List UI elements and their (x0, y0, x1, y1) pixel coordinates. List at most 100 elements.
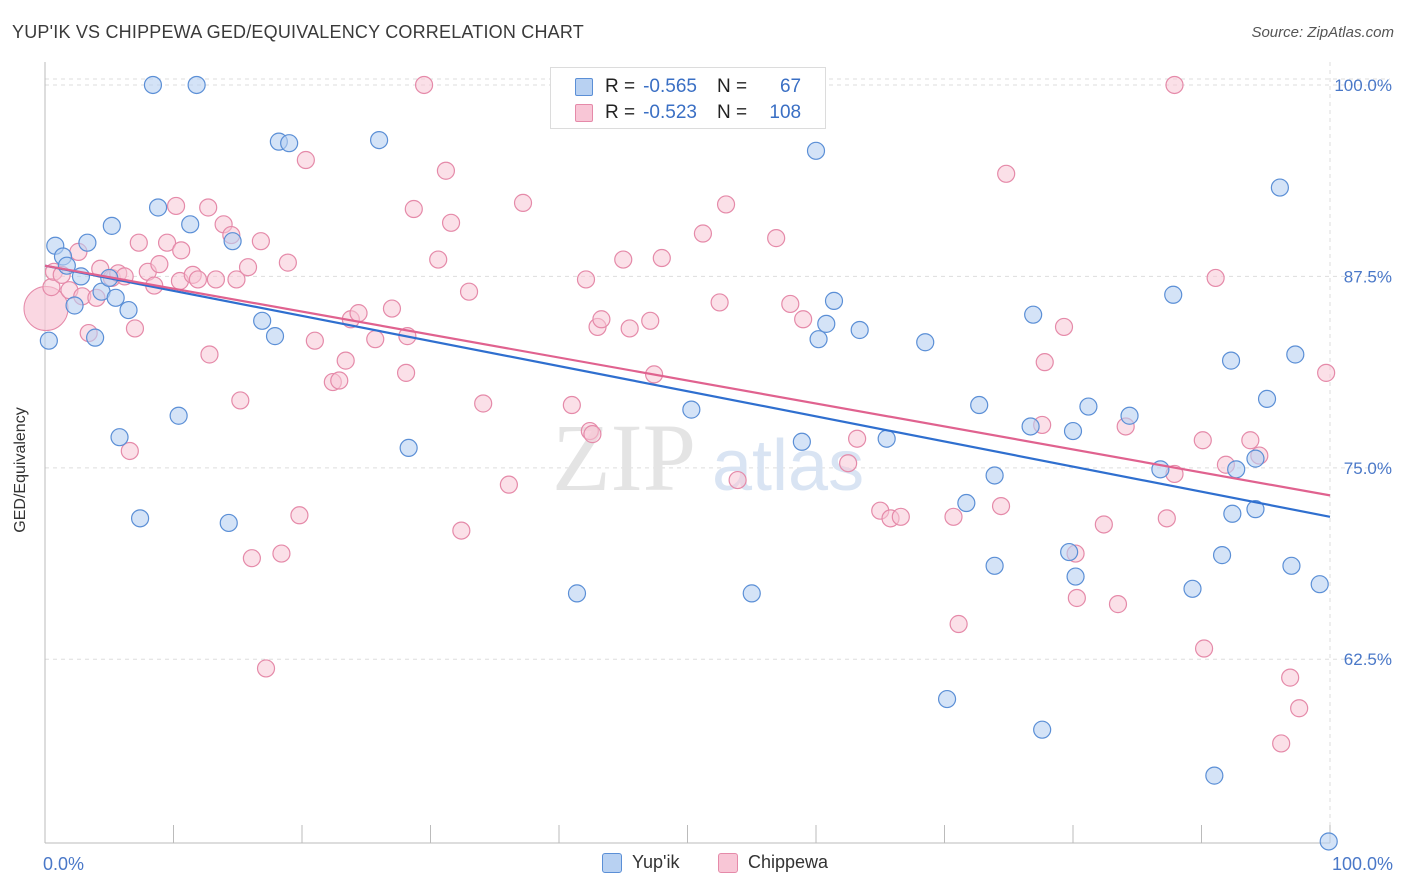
chippewa-point (1165, 75, 1184, 95)
chippewa-point (641, 311, 660, 330)
chippewa-point (436, 161, 456, 180)
chippewa-point (199, 198, 218, 217)
chippewa-point (166, 196, 186, 216)
chippewa-point (366, 330, 385, 349)
yupik-point (1120, 406, 1139, 425)
yupik-point (119, 300, 138, 320)
chippewa-point (839, 454, 858, 473)
yupik-point (1060, 542, 1079, 562)
chippewa-point (652, 248, 671, 268)
chippewa-point (848, 429, 867, 448)
yupik-point (1063, 421, 1083, 441)
legend-swatch-yupik (575, 78, 593, 96)
tick-labels: 62.5% 75.0% 87.5% 100.0% 0.0% 100.0% (43, 76, 1393, 874)
chippewa-point (728, 470, 747, 490)
chippewa-point (1281, 668, 1300, 687)
chippewa-point (459, 282, 479, 301)
chippewa-point (157, 233, 177, 252)
chippewa-point (296, 150, 315, 170)
yupik-point (219, 513, 238, 533)
yupik-point (1024, 305, 1043, 324)
yupik-point (1205, 766, 1224, 785)
yupik-point (1282, 556, 1301, 575)
yupik-point (850, 320, 869, 340)
yupik-point (187, 75, 206, 95)
yupik-point (106, 288, 125, 307)
chippewa-point (1241, 431, 1260, 450)
chippewa-point (710, 293, 729, 312)
chippewa-point (396, 363, 416, 382)
chippewa-point (944, 507, 963, 526)
chippewa-point (251, 232, 270, 251)
chippewa-point (336, 351, 355, 370)
chippewa-point (1290, 699, 1309, 718)
yupik-point (1246, 500, 1265, 519)
bottom-legend-label-chippewa: Chippewa (748, 852, 829, 872)
yupik-point (809, 330, 828, 349)
series-yupik-points (39, 75, 1338, 851)
chippewa-point (891, 507, 910, 526)
yupik-point (1270, 178, 1289, 197)
yupik-point (1257, 389, 1277, 409)
yupik-point (370, 131, 389, 150)
yupik-point (817, 314, 836, 333)
chippewa-point (576, 270, 596, 289)
chippewa-point (716, 195, 736, 214)
legend-swatch-chippewa (575, 104, 593, 122)
yupik-point (65, 296, 84, 315)
chippewa-point (256, 659, 276, 678)
bottom-legend-label-yupik: Yup'ik (632, 852, 680, 872)
bottom-legend-chippewa: Chippewa (718, 852, 828, 873)
chippewa-point (583, 425, 602, 444)
yupik-point (39, 331, 58, 350)
chippewa-point (513, 193, 533, 212)
yupik-point (181, 215, 200, 234)
chippewa-point (614, 250, 633, 269)
yupik-point (877, 429, 896, 448)
x-tick-label: 100.0% (1332, 854, 1393, 874)
chippewa-point (441, 213, 461, 232)
chippewa-point (781, 294, 800, 314)
y-axis-label: GED/Equivalency (12, 407, 29, 533)
chippewa-point (349, 304, 368, 323)
chippewa-point (382, 299, 402, 318)
chippewa-point (1206, 268, 1225, 288)
chippewa-point (1317, 363, 1336, 382)
yupik-point (682, 400, 701, 419)
watermark-zip: ZIP (552, 404, 696, 511)
yupik-point (265, 327, 285, 346)
chippewa-point (1054, 317, 1074, 337)
yupik-point (792, 432, 811, 451)
yupik-point (1310, 575, 1329, 594)
yupik-point (110, 428, 129, 447)
yupik-point (102, 216, 121, 235)
chippewa-point (693, 224, 713, 243)
chippewa-point (1094, 515, 1113, 534)
yupik-point (148, 198, 168, 217)
chippewa-point (120, 441, 139, 461)
chippewa-point (1035, 353, 1054, 372)
legend-row-chippewa: R = -0.523 N = 108 (575, 101, 801, 125)
chippewa-point (305, 331, 324, 350)
yupik-point (824, 291, 844, 310)
chippewa-point (242, 549, 261, 568)
chippewa-point (562, 395, 581, 415)
chippewa-point (620, 319, 639, 338)
bottom-legend-swatch-chippewa (718, 852, 738, 873)
yupik-point (985, 556, 1004, 575)
legend-r-value: -0.523 (643, 102, 697, 123)
yupik-point (1223, 504, 1242, 523)
yupik-point (806, 141, 826, 160)
yupik-point (985, 466, 1004, 485)
yupik-point (1033, 720, 1052, 739)
chippewa-point (414, 75, 434, 95)
yupik-point (1221, 351, 1241, 370)
chippewa-point (227, 270, 246, 289)
yupik-point (1164, 285, 1183, 304)
chippewa-trendline (44, 264, 1331, 497)
yupik-point (957, 493, 976, 513)
y-tick-label: 87.5% (1344, 267, 1392, 286)
chippewa-point (429, 250, 448, 269)
chippewa-point (997, 164, 1016, 183)
chippewa-point (499, 475, 518, 494)
